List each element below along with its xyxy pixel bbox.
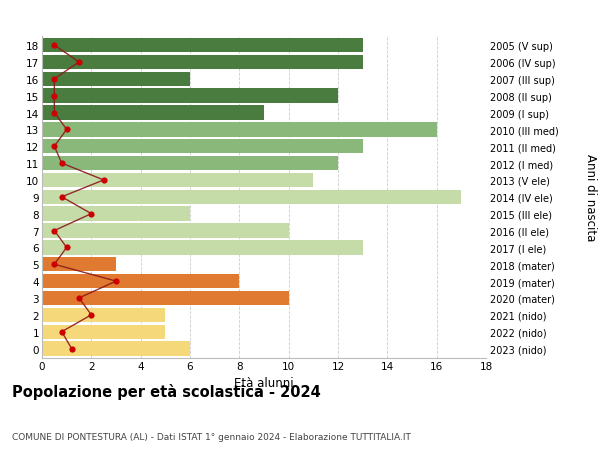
Point [50, 261, 59, 269]
Bar [42, 174, 313, 188]
Text: COMUNE DI PONTESTURA (AL) - Dati ISTAT 1° gennaio 2024 - Elaborazione TUTTITALIA: COMUNE DI PONTESTURA (AL) - Dati ISTAT 1… [12, 431, 411, 441]
Point [86, 312, 96, 319]
Bar [42, 274, 239, 289]
Point [57, 160, 67, 168]
Bar [42, 224, 289, 238]
Bar [42, 291, 289, 305]
Point [50, 110, 59, 117]
Point [62, 244, 71, 252]
Bar [42, 73, 190, 87]
Bar [42, 157, 338, 171]
Bar [42, 123, 437, 137]
X-axis label: Età alunni: Età alunni [234, 376, 294, 389]
Point [62, 126, 71, 134]
Point [67, 345, 76, 353]
Bar [42, 190, 461, 205]
Text: Anni di nascita: Anni di nascita [584, 154, 597, 241]
Point [74, 295, 84, 302]
Bar [42, 140, 362, 154]
Bar [42, 207, 190, 221]
Point [57, 194, 67, 201]
Point [50, 76, 59, 83]
Point [50, 42, 59, 50]
Text: Popolazione per età scolastica - 2024: Popolazione per età scolastica - 2024 [12, 383, 321, 399]
Bar [42, 257, 116, 272]
Point [57, 328, 67, 336]
Bar [42, 106, 264, 120]
Point [86, 211, 96, 218]
Point [50, 143, 59, 151]
Bar [42, 90, 338, 104]
Point [50, 227, 59, 235]
Point [74, 59, 84, 67]
Point [50, 93, 59, 100]
Bar [42, 325, 166, 339]
Bar [42, 39, 362, 53]
Bar [42, 308, 166, 322]
Bar [42, 341, 190, 356]
Point [111, 278, 121, 285]
Point [99, 177, 109, 184]
Bar [42, 56, 362, 70]
Bar [42, 241, 362, 255]
